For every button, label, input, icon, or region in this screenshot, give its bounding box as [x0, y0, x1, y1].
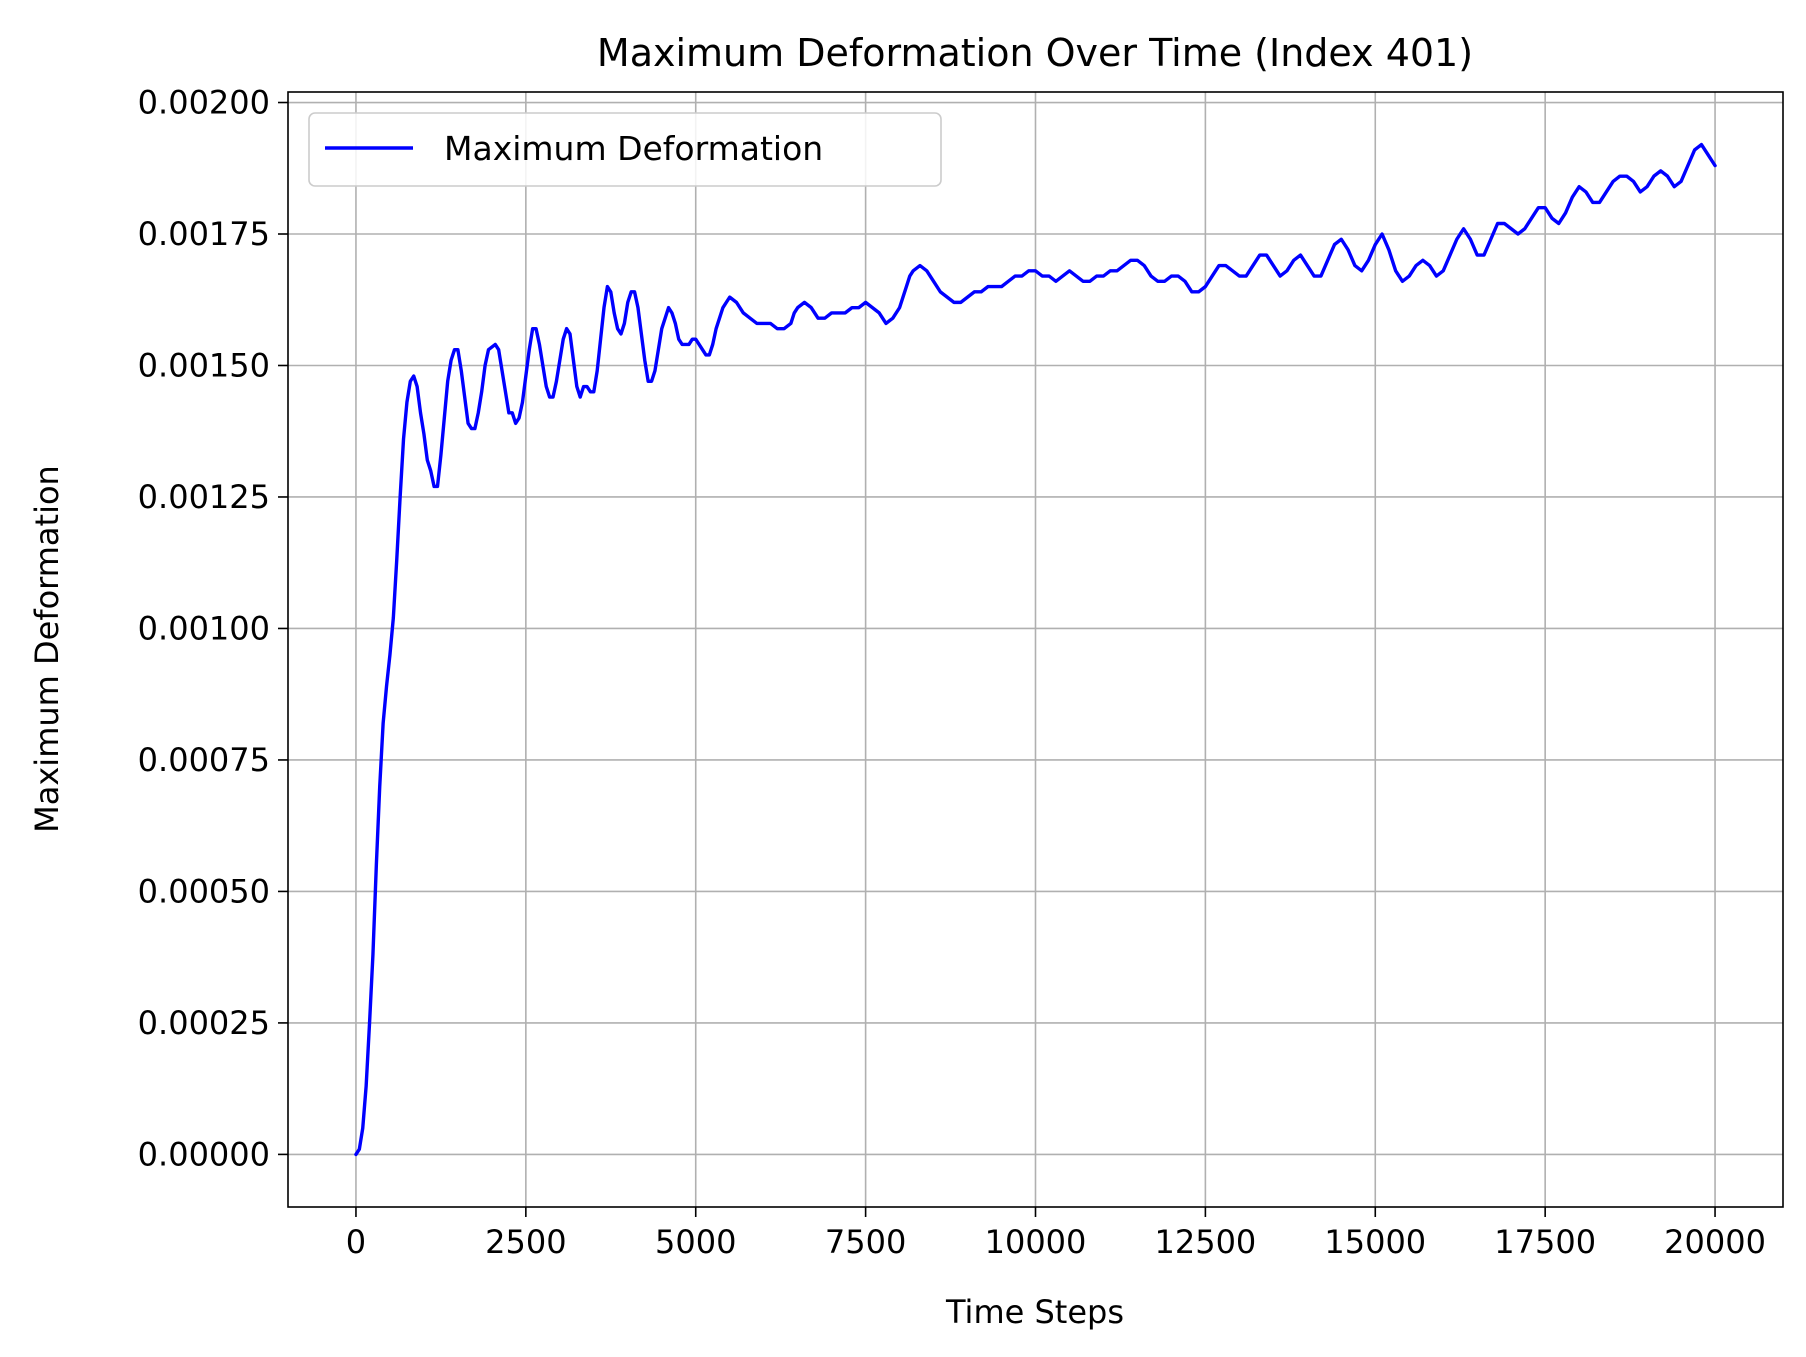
x-tick-label: 12500: [1154, 1223, 1256, 1261]
x-tick-label: 2500: [485, 1223, 566, 1261]
x-tick-label: 7500: [825, 1223, 906, 1261]
y-tick-label: 0.00025: [138, 1004, 270, 1042]
y-tick-label: 0.00175: [138, 215, 270, 253]
y-tick-label: 0.00125: [138, 478, 270, 516]
x-axis-label: Time Steps: [945, 1293, 1124, 1331]
x-tick-label: 15000: [1324, 1223, 1426, 1261]
chart-title: Maximum Deformation Over Time (Index 401…: [597, 31, 1473, 75]
legend-entry-label: Maximum Deformation: [444, 129, 823, 168]
y-tick-label: 0.00050: [138, 872, 270, 910]
y-axis-ticks: 0.00000 0.00025 0.00050 0.00075 0.00100 0.001…: [138, 84, 288, 1173]
x-tick-label: 5000: [655, 1223, 736, 1261]
legend-box: [308, 112, 942, 187]
y-tick-label: 0.00075: [138, 741, 270, 779]
series-line-maximum-deformation: [354, 142, 1717, 1157]
x-tick-label: 20000: [1664, 1223, 1766, 1261]
x-tick-label: 17500: [1494, 1223, 1596, 1261]
legend: Maximum Deformation: [308, 112, 942, 187]
y-tick-label: 0.00000: [138, 1135, 270, 1173]
x-axis-ticks: 0 2500 5000 7500 10000 12500 15000 17500 20000: [346, 1207, 1766, 1261]
y-tick-label: 0.00150: [138, 346, 270, 384]
y-axis-label: Maximum Deformation: [28, 465, 66, 833]
series-layer: [354, 142, 1717, 1157]
x-tick-label: 0: [346, 1223, 366, 1261]
y-tick-label: 0.00200: [138, 84, 270, 122]
grid-lines: [288, 92, 1783, 1207]
x-tick-label: 10000: [985, 1223, 1087, 1261]
y-tick-label: 0.00100: [138, 609, 270, 647]
